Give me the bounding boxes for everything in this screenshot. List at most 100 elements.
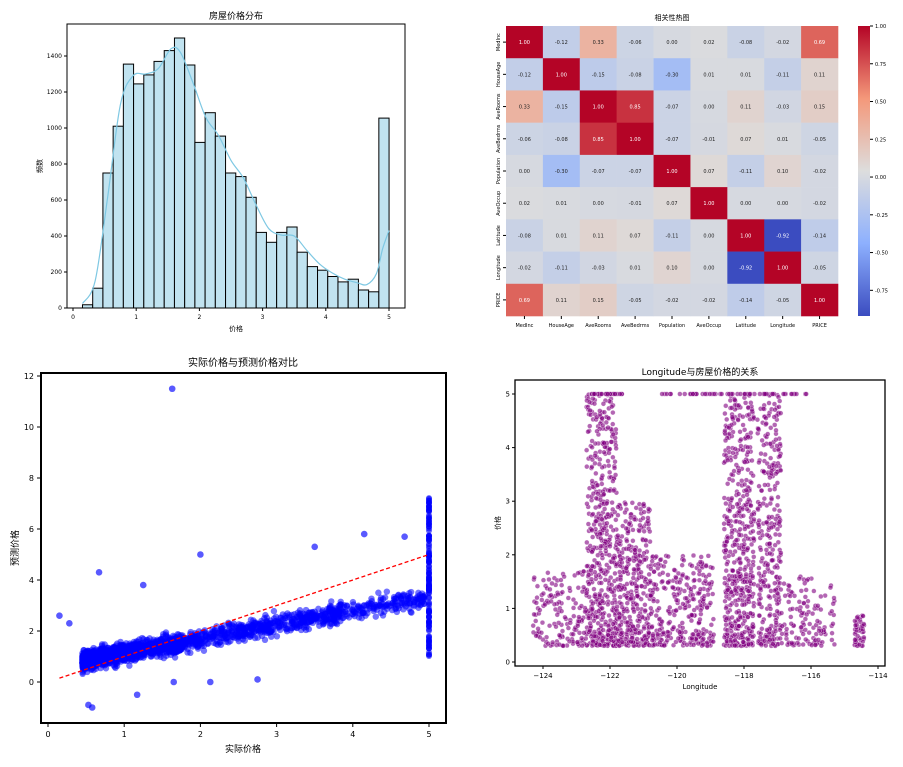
heatmap-cell <box>542 58 581 91</box>
scatter-outlier <box>168 385 176 393</box>
y-tick-label: 8 <box>29 474 34 483</box>
scatter-point <box>191 637 198 644</box>
scatter-point <box>665 572 671 578</box>
scatter-point <box>624 538 630 544</box>
scatter-point <box>616 584 622 590</box>
scatter-point <box>601 409 607 415</box>
scatter-point <box>729 414 735 420</box>
scatter-point <box>597 408 603 414</box>
scatter-point <box>737 566 743 572</box>
scatter-point <box>385 600 392 607</box>
scatter-outlier <box>311 543 319 551</box>
scatter-point <box>800 641 806 648</box>
scatter-point <box>626 521 632 527</box>
scatter-point <box>597 630 603 636</box>
scatter-point <box>761 469 767 475</box>
scatter-point <box>732 454 738 460</box>
y-tick-label: 0 <box>29 678 34 687</box>
scatter-point <box>711 391 717 397</box>
scatter2-x-ticks: −124 −122 −120 −118 −116 −114 <box>533 666 888 680</box>
scatter-point <box>138 640 145 647</box>
scatter-point <box>636 528 642 534</box>
scatter-point <box>584 464 590 470</box>
scatter-point <box>622 615 628 621</box>
scatter-outlier <box>360 530 368 538</box>
scatter-point <box>576 618 582 624</box>
heatmap-cell-value: 1.00 <box>519 40 530 46</box>
heatmap-cell-value: 0.01 <box>777 137 788 143</box>
scatter-point <box>725 445 732 451</box>
heatmap-cell <box>542 219 581 252</box>
scatter-point <box>727 397 733 404</box>
heatmap-x-label: Population <box>659 323 685 329</box>
scatter-point <box>769 496 775 502</box>
scatter-point <box>589 444 595 450</box>
scatter-point <box>796 576 802 582</box>
histogram-ylabel: 频数 <box>35 159 44 173</box>
heatmap-cell-value: 0.85 <box>630 105 641 111</box>
scatter-point <box>725 587 731 593</box>
scatter-point <box>730 504 736 510</box>
scatter-point <box>635 623 641 629</box>
scatter-point <box>856 642 862 648</box>
scatter-outlier <box>401 533 408 540</box>
scatter-point <box>761 579 767 585</box>
scatter-point <box>236 627 243 634</box>
scatter-point <box>589 563 595 569</box>
scatter-point <box>766 541 772 547</box>
heatmap-x-label: MedInc <box>515 323 533 329</box>
histogram-bar <box>317 269 329 309</box>
scatter-point <box>592 460 598 466</box>
scatter-point <box>818 607 824 613</box>
heatmap-cell <box>506 154 544 188</box>
scatter-point <box>772 407 778 413</box>
scatter-point <box>582 609 588 615</box>
scatter-point <box>590 600 596 606</box>
scatter-point <box>587 407 593 414</box>
heatmap-y-label: AveBedrms <box>496 124 502 153</box>
scatter-point <box>779 631 785 637</box>
heatmap-cell <box>764 58 802 91</box>
heatmap-cell-value: -0.02 <box>666 298 679 304</box>
scatter-point <box>677 579 683 585</box>
scatter-point <box>804 611 810 618</box>
x-tick-label: 3 <box>274 730 279 739</box>
scatter-point <box>788 614 794 620</box>
scatter-point <box>723 622 729 628</box>
scatter-point <box>773 463 779 469</box>
scatter-point <box>664 391 670 397</box>
scatter-point <box>749 511 755 518</box>
scatter-point <box>376 602 384 609</box>
scatter-point <box>609 404 615 410</box>
colorbar-tick-label: 0.50 <box>875 100 886 106</box>
heatmap-cell <box>542 154 581 188</box>
scatter-point <box>698 554 704 560</box>
scatter-outlier <box>88 704 96 711</box>
scatter-point <box>723 594 729 600</box>
scatter-point <box>619 630 625 636</box>
scatter-point <box>659 578 665 584</box>
scatter-point <box>771 506 777 513</box>
heatmap-cell <box>801 187 839 220</box>
scatter-point <box>640 590 647 596</box>
heatmap-title: 相关性热图 <box>655 13 690 22</box>
scatter-point <box>319 607 326 614</box>
heatmap-cell <box>690 90 728 123</box>
scatter-point <box>777 559 783 565</box>
scatter-point <box>90 647 98 654</box>
heatmap-cell <box>579 90 617 123</box>
heatmap-cell-value: 0.69 <box>519 298 530 304</box>
scatter-point <box>626 546 632 552</box>
scatter-point <box>861 634 867 640</box>
scatter-point <box>764 634 770 640</box>
scatter-point <box>740 639 746 645</box>
scatter-point <box>632 547 638 553</box>
scatter-point <box>723 615 730 622</box>
scatter-point <box>606 415 612 421</box>
scatter-point <box>777 635 783 641</box>
scatter-point <box>606 612 612 619</box>
scatter-point <box>803 391 809 397</box>
scatter-point <box>631 516 637 522</box>
